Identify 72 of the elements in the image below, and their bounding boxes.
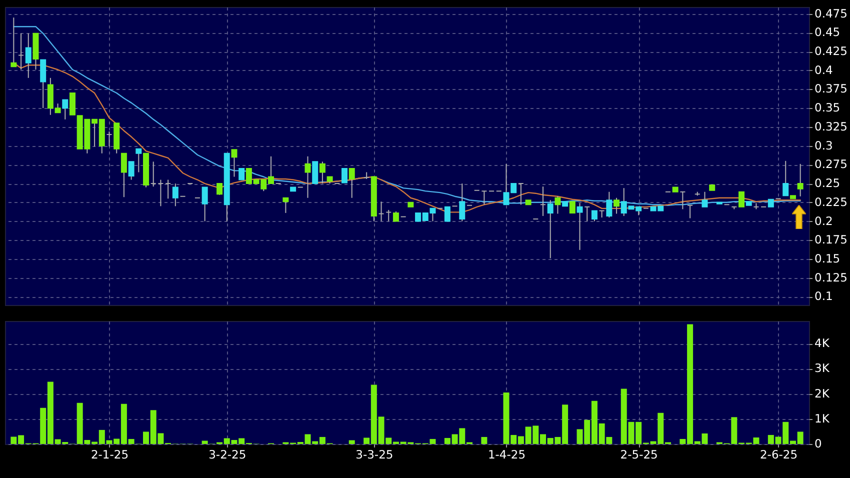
candlestick — [348, 168, 355, 198]
y-tick-label: 0.275 — [814, 157, 848, 172]
y-tick-label: 0.325 — [814, 119, 848, 134]
candlestick — [128, 161, 134, 180]
y-tick-label: 1K — [814, 411, 830, 426]
y-tick-label: 0.35 — [814, 100, 840, 115]
candlestick — [680, 191, 686, 210]
candlestick — [150, 161, 156, 188]
candlestick — [342, 168, 348, 184]
candlestick — [702, 191, 708, 208]
bar — [348, 440, 355, 444]
y-tick-label: 0.375 — [814, 82, 848, 96]
candlestick — [378, 201, 384, 222]
y-tick-label: 0.15 — [814, 251, 840, 266]
y-tick-label: 4K — [814, 336, 830, 350]
candlestick — [158, 179, 164, 207]
y-tick-label: 0.425 — [814, 44, 848, 58]
bar — [481, 436, 488, 444]
candlestick — [202, 186, 208, 222]
y-tick-label: 0 — [814, 436, 822, 450]
candlestick — [386, 209, 392, 222]
x-tick-label: 3-2-25 — [208, 448, 246, 462]
y-tick-label: 0.25 — [814, 176, 840, 190]
candlestick — [584, 206, 590, 222]
candlestick — [540, 186, 546, 216]
candlestick — [797, 163, 804, 197]
candlestick — [319, 161, 326, 184]
candlestick — [304, 156, 311, 198]
candlestick — [136, 148, 142, 173]
candlestick — [554, 196, 561, 214]
y-tick-label: 0.2 — [814, 214, 833, 228]
candlestick — [598, 210, 605, 218]
x-tick-label: 2-1-25 — [90, 448, 129, 462]
candlestick — [172, 183, 178, 207]
y-tick-label: 0.3 — [814, 138, 833, 152]
y-tick-label: 3K — [814, 361, 830, 376]
candlestick — [687, 204, 694, 219]
candlestick — [282, 197, 289, 214]
candlestick — [591, 210, 598, 222]
x-tick-label: 3-3-25 — [356, 448, 394, 462]
candlestick — [120, 152, 127, 198]
candlestick — [25, 32, 32, 78]
candlestick — [18, 32, 24, 70]
y-tick-label: 0.175 — [814, 232, 848, 247]
candlestick — [569, 201, 576, 214]
candlestick — [614, 197, 620, 214]
candlestick — [238, 168, 245, 180]
candlestick — [216, 183, 223, 196]
y-tick-label: 0.125 — [814, 270, 848, 284]
candlestick — [782, 160, 789, 196]
candlestick — [444, 206, 450, 222]
candlestick — [312, 161, 318, 184]
y-tick-label: 0.1 — [814, 289, 833, 304]
candlestick — [62, 99, 68, 120]
candlestick — [106, 130, 112, 148]
x-tick-label: 1-4-25 — [488, 448, 526, 462]
candlestick — [518, 183, 524, 206]
candlestick — [231, 149, 238, 178]
candlestick — [165, 179, 172, 200]
y-tick-label: 0.475 — [814, 6, 848, 20]
candlestick — [40, 59, 46, 109]
y-tick-label: 0.4 — [814, 62, 833, 77]
y-tick-label: 0.45 — [814, 25, 840, 40]
x-tick-label: 2-5-25 — [620, 448, 658, 462]
candlestick — [547, 200, 554, 259]
candlestick — [10, 17, 17, 68]
candlestick — [738, 191, 745, 208]
candlestick — [392, 210, 399, 222]
y-tick-label: 2K — [814, 386, 830, 400]
x-tick-label: 2-6-25 — [760, 448, 798, 462]
y-tick-label: 0.225 — [814, 194, 848, 209]
candlestick — [481, 190, 488, 206]
